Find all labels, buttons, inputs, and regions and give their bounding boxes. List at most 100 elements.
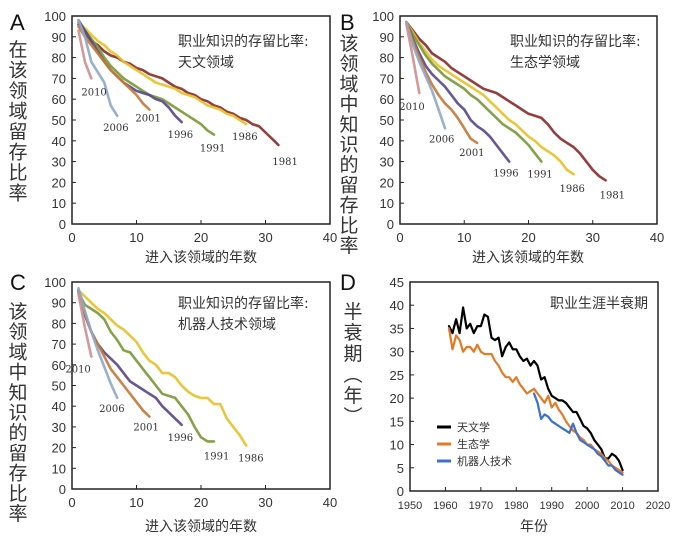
y-axis-label-char: 年 [343,385,362,407]
y-axis-label-char: 的 [339,154,358,176]
y-axis-label-char: 率 [8,503,27,525]
series-end-label: 2001 [133,423,158,434]
y-axis-label-char: 率 [339,235,358,257]
legend-label: 机器人技术 [457,454,512,468]
x-tick-label: 20 [521,230,535,245]
series-line-1986 [405,20,575,176]
x-tick-label: 2000 [575,500,599,512]
y-axis-label-char: 在 [8,39,27,61]
y-axis-label-char: 留 [339,174,358,196]
y-tick-label: 70 [380,71,394,86]
y-tick-label: 40 [52,134,66,149]
y-axis-label-char: 留 [8,442,27,464]
y-tick-label: 20 [380,175,394,190]
y-tick-label: 40 [380,134,394,149]
y-axis-label-char: 衰 [343,322,362,344]
y-tick-label: 10 [390,438,404,453]
series-line-1996 [405,20,511,163]
x-axis-label: 年份 [520,519,548,535]
series-line-2001 [405,20,479,145]
series-end-label: 2010 [81,87,106,98]
y-tick-label: 25 [390,368,404,383]
y-axis-label-char: 该 [8,301,27,323]
y-axis-label-char: 存 [8,142,27,164]
y-axis-label-char: ︶ [343,406,362,428]
y-tick-label: 0 [387,217,394,232]
y-axis-label-char: 识 [339,134,358,156]
legend-label: 天文学 [457,420,490,434]
x-tick-label: 30 [586,230,600,245]
annotation-line: 职业生涯半衰期 [550,295,648,312]
y-tick-label: 90 [380,30,394,45]
y-tick-label: 20 [52,175,66,190]
annotation-line: 生态学领域 [510,55,580,71]
chart-annotation: 职业知识的存留比率: 生态学领域 [510,33,641,71]
x-tick-label: 10 [129,230,143,245]
annotation-line: 职业知识的存留比率: [178,33,309,50]
chart-annotation: 职业知识的存留比率: 机器人技术领域 [178,295,309,333]
x-axis: 0 10 20 30 40 [68,485,337,510]
series-line-2006 [405,20,447,130]
y-axis: 0 10 20 30 40 50 60 70 80 90 100 [44,9,76,232]
annotation-line: 职业知识的存留比率: [178,295,309,312]
series-end-label: 1986 [232,132,257,143]
y-tick-label: 70 [52,337,66,352]
series-line-1991 [405,20,543,163]
y-axis-label-char: 知 [339,114,358,136]
x-tick-label: 0 [396,230,403,245]
annotation-line: 职业知识的存留比率: [510,33,641,50]
y-axis-label-char: 领 [8,321,27,343]
legend-label: 生态学 [457,437,490,451]
y-tick-label: 0 [397,484,404,499]
x-axis: 0 10 20 30 40 [396,220,664,245]
series-line-1986 [77,288,248,447]
y-tick-label: 15 [390,414,404,429]
y-axis-label-char: 领 [339,53,358,75]
y-axis-label-char: 比 [8,162,27,184]
y-tick-label: 45 [390,275,404,290]
y-axis-label-char: 域 [8,341,27,363]
y-tick-label: 60 [380,92,394,107]
y-tick-label: 0 [59,217,66,232]
x-tick-label: 1960 [433,500,457,512]
series-end-label: 1981 [272,157,297,168]
series-line-2006 [77,286,119,400]
y-tick-label: 20 [390,391,404,406]
y-axis: 0 10 20 30 40 50 60 70 80 90 100 [44,275,76,497]
panel-letter: B [340,10,355,35]
y-tick-label: 50 [380,113,394,128]
x-tick-label: 10 [129,495,143,510]
y-tick-label: 50 [52,113,66,128]
y-tick-label: 30 [52,155,66,170]
y-tick-label: 30 [52,420,66,435]
y-axis-label-char: 中 [339,94,358,116]
series-end-label: 1991 [200,144,225,155]
plot-frame [409,281,659,492]
y-axis-label-char: 期 [343,343,362,365]
y-tick-label: 5 [397,461,404,476]
series-line-2010 [77,29,93,80]
x-tick-label: 0 [68,230,75,245]
series-line-天文学 [447,306,624,472]
series-end-label: 1991 [204,451,229,462]
series-line-1981 [405,20,607,182]
y-axis-label-char: 该 [8,60,27,82]
y-axis-label-char: 知 [8,382,27,404]
y-axis-label-char: 领 [8,80,27,102]
y-tick-label: 30 [380,155,394,170]
series-end-label: 2001 [135,114,160,125]
y-tick-label: 30 [390,345,404,360]
chart-annotation: 职业知识的存留比率: 天文领域 [178,33,309,71]
y-axis-label: 半衰期︵年︶ [343,301,362,428]
y-axis-label-char: 域 [8,101,27,123]
annotation-line: 天文领域 [178,55,234,71]
series-end-label: 2006 [429,134,454,145]
y-tick-label: 90 [52,30,66,45]
x-tick-label: 30 [258,230,272,245]
series-end-label: 2010 [399,102,424,113]
chart-annotation: 职业生涯半衰期 [550,295,648,312]
